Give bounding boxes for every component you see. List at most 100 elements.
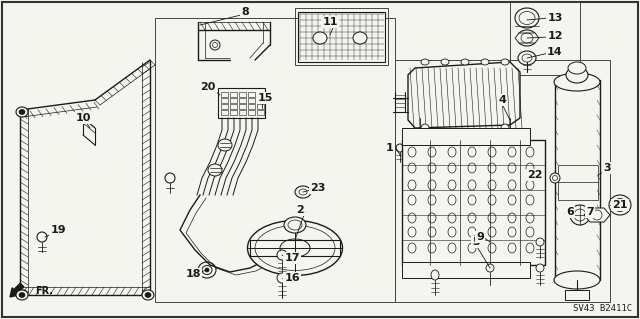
Ellipse shape xyxy=(37,232,47,242)
Text: 9: 9 xyxy=(476,232,484,242)
Bar xyxy=(402,140,545,265)
Text: 1: 1 xyxy=(386,143,394,153)
Text: 23: 23 xyxy=(310,183,326,193)
Bar xyxy=(230,92,237,97)
Ellipse shape xyxy=(165,173,175,183)
Ellipse shape xyxy=(481,59,489,65)
Text: 19: 19 xyxy=(50,225,66,235)
Bar xyxy=(221,98,228,103)
Bar xyxy=(257,104,264,109)
Text: 14: 14 xyxy=(547,47,563,57)
Text: 11: 11 xyxy=(323,17,338,27)
Ellipse shape xyxy=(16,107,28,117)
Text: 3: 3 xyxy=(603,163,611,173)
Bar xyxy=(298,12,385,62)
Text: 22: 22 xyxy=(527,170,543,180)
Text: 6: 6 xyxy=(566,207,574,217)
Bar xyxy=(248,104,255,109)
Ellipse shape xyxy=(536,264,544,272)
Ellipse shape xyxy=(518,51,536,65)
Ellipse shape xyxy=(517,30,537,46)
Text: 2: 2 xyxy=(296,205,304,215)
FancyArrow shape xyxy=(10,283,24,297)
Ellipse shape xyxy=(486,264,494,272)
Polygon shape xyxy=(584,208,610,222)
Ellipse shape xyxy=(431,270,439,280)
Text: 8: 8 xyxy=(241,7,249,17)
Bar xyxy=(155,18,395,302)
Bar xyxy=(257,110,264,115)
Text: 16: 16 xyxy=(284,273,300,283)
Ellipse shape xyxy=(284,217,306,233)
Ellipse shape xyxy=(515,8,539,28)
Bar xyxy=(230,104,237,109)
Ellipse shape xyxy=(205,268,209,272)
Text: 18: 18 xyxy=(185,269,201,279)
Ellipse shape xyxy=(198,262,216,278)
Text: 15: 15 xyxy=(257,93,273,103)
Ellipse shape xyxy=(295,186,311,198)
Bar xyxy=(230,110,237,115)
Text: 12: 12 xyxy=(547,31,563,41)
Text: 4: 4 xyxy=(498,95,506,105)
Ellipse shape xyxy=(396,144,404,152)
Ellipse shape xyxy=(19,293,25,298)
Bar xyxy=(239,92,246,97)
Ellipse shape xyxy=(550,173,560,183)
Bar xyxy=(230,98,237,103)
Bar xyxy=(402,128,530,145)
Ellipse shape xyxy=(208,164,222,176)
Ellipse shape xyxy=(277,273,287,283)
Bar xyxy=(221,110,228,115)
Text: 10: 10 xyxy=(76,113,91,123)
Ellipse shape xyxy=(554,73,600,91)
Bar xyxy=(248,98,255,103)
Bar xyxy=(248,110,255,115)
Text: 20: 20 xyxy=(200,82,216,92)
Text: 21: 21 xyxy=(612,200,628,210)
Text: 17: 17 xyxy=(284,253,300,263)
Ellipse shape xyxy=(441,59,449,65)
Bar xyxy=(395,60,610,302)
Ellipse shape xyxy=(353,32,367,44)
Ellipse shape xyxy=(570,205,590,225)
Text: FR.: FR. xyxy=(35,286,53,296)
Ellipse shape xyxy=(16,290,28,300)
Ellipse shape xyxy=(210,40,220,50)
Ellipse shape xyxy=(421,124,429,132)
Ellipse shape xyxy=(277,250,287,260)
Bar xyxy=(257,92,264,97)
Bar xyxy=(239,104,246,109)
Bar xyxy=(239,98,246,103)
Bar xyxy=(510,2,580,75)
Ellipse shape xyxy=(421,59,429,65)
Ellipse shape xyxy=(218,139,232,151)
Bar xyxy=(257,98,264,103)
Text: 13: 13 xyxy=(547,13,563,23)
Polygon shape xyxy=(408,62,520,128)
Ellipse shape xyxy=(501,124,509,132)
Ellipse shape xyxy=(609,195,631,215)
Ellipse shape xyxy=(461,59,469,65)
Ellipse shape xyxy=(501,59,509,65)
Text: SV43 B2411C: SV43 B2411C xyxy=(573,304,632,313)
Ellipse shape xyxy=(554,271,600,289)
Bar xyxy=(221,104,228,109)
Ellipse shape xyxy=(536,238,544,246)
Bar xyxy=(239,110,246,115)
Ellipse shape xyxy=(568,62,586,74)
Bar xyxy=(555,80,600,280)
Ellipse shape xyxy=(313,32,327,44)
Bar xyxy=(402,262,530,278)
Ellipse shape xyxy=(19,109,25,115)
Text: 7: 7 xyxy=(586,207,594,217)
Polygon shape xyxy=(515,33,539,43)
Bar xyxy=(248,92,255,97)
Ellipse shape xyxy=(142,290,154,300)
Bar xyxy=(218,88,265,118)
Ellipse shape xyxy=(248,220,342,276)
Ellipse shape xyxy=(566,67,588,83)
Bar xyxy=(295,8,388,65)
Bar xyxy=(221,92,228,97)
Bar xyxy=(558,165,598,200)
